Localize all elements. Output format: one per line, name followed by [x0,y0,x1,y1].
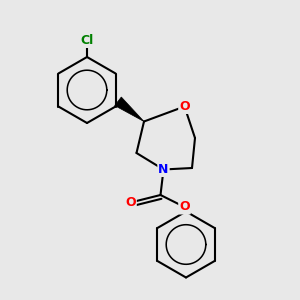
Text: O: O [179,100,190,113]
Text: N: N [158,163,169,176]
Text: O: O [125,196,136,209]
Polygon shape [115,97,144,122]
Text: Cl: Cl [80,34,94,47]
Text: O: O [179,200,190,214]
